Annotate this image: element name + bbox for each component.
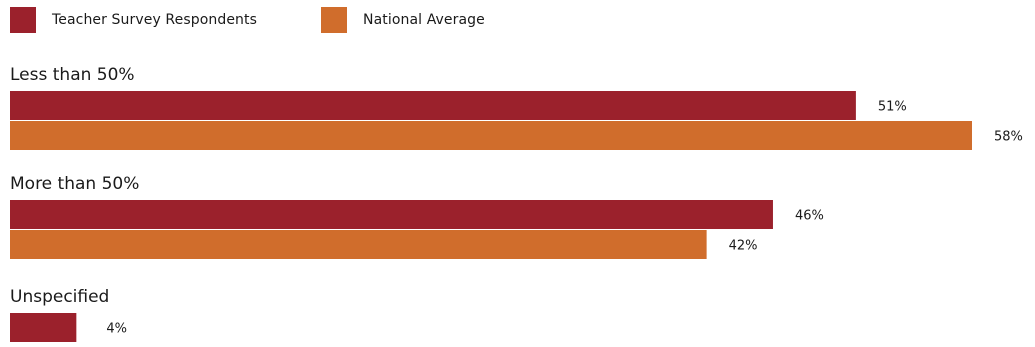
- legend-item-national: National Average: [321, 7, 485, 33]
- bar-national: [10, 230, 707, 259]
- value-label: 46%: [795, 209, 824, 224]
- category-label: Unspecified: [10, 287, 109, 307]
- chart-legend: Teacher Survey Respondents National Aver…: [10, 6, 549, 34]
- value-label: 51%: [878, 100, 907, 115]
- value-label: 42%: [729, 239, 758, 254]
- legend-item-teacher: Teacher Survey Respondents: [10, 7, 257, 33]
- legend-label-national: National Average: [363, 12, 485, 28]
- value-label: 4%: [106, 322, 127, 337]
- bar-teacher: [10, 313, 77, 342]
- legend-label-teacher: Teacher Survey Respondents: [52, 12, 257, 28]
- category-label: More than 50%: [10, 174, 139, 194]
- bar-national: [10, 121, 972, 150]
- value-label: 58%: [994, 130, 1023, 145]
- bar-teacher: [10, 91, 856, 120]
- bar-teacher: [10, 200, 773, 229]
- category-label: Less than 50%: [10, 65, 135, 85]
- legend-swatch-teacher: [10, 7, 36, 33]
- legend-swatch-national: [321, 7, 347, 33]
